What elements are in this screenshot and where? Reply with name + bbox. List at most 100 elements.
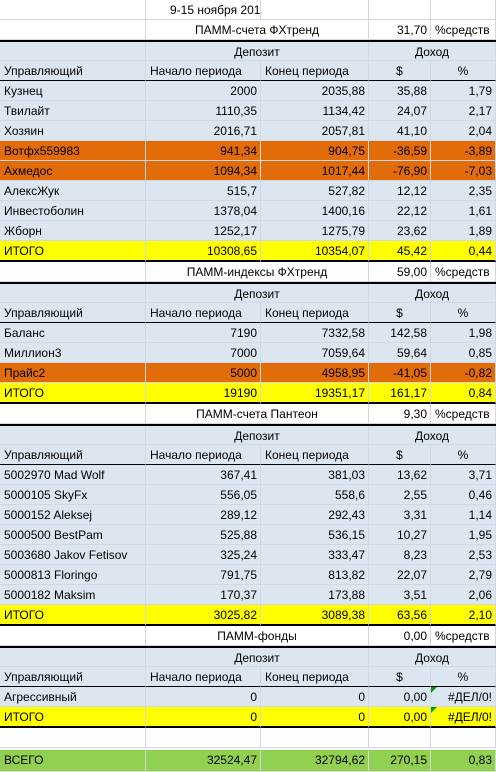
- total-label[interactable]: ИТОГО: [0, 707, 146, 728]
- manager-name[interactable]: 5000500 BestPam: [0, 525, 146, 545]
- start-value[interactable]: 170,37: [146, 585, 261, 605]
- start-value[interactable]: 5000: [146, 363, 261, 383]
- deposit-header[interactable]: Депозит: [146, 284, 369, 303]
- end-value[interactable]: 558,6: [261, 485, 369, 505]
- start-value[interactable]: 7190: [146, 323, 261, 343]
- percent-value[interactable]: 2,17: [431, 101, 496, 121]
- usd-column-header[interactable]: $: [369, 667, 431, 687]
- start-value[interactable]: 941,34: [146, 141, 261, 161]
- manager-name[interactable]: 5000105 SkyFx: [0, 485, 146, 505]
- income-header[interactable]: Доход: [369, 42, 496, 61]
- usd-value[interactable]: 23,62: [369, 221, 431, 241]
- manager-name[interactable]: 5003680 Jakov Fetisov: [0, 545, 146, 565]
- start-value[interactable]: 2000: [146, 81, 261, 101]
- start-value[interactable]: 325,24: [146, 545, 261, 565]
- total-percent-value[interactable]: 0,44: [431, 241, 496, 262]
- end-column-header[interactable]: Конец периода: [261, 303, 369, 323]
- manager-column-header[interactable]: Управляющий: [0, 667, 146, 687]
- percent-value[interactable]: 3,71: [431, 465, 496, 485]
- percent-value[interactable]: 2,35: [431, 181, 496, 201]
- end-value[interactable]: 1400,16: [261, 201, 369, 221]
- percent-value[interactable]: 2,79: [431, 565, 496, 585]
- usd-value[interactable]: 0,00: [369, 687, 431, 707]
- section-share-label[interactable]: %средств: [431, 626, 496, 646]
- total-usd-value[interactable]: 0,00: [369, 707, 431, 728]
- percent-value[interactable]: 0,46: [431, 485, 496, 505]
- usd-value[interactable]: 12,12: [369, 181, 431, 201]
- usd-value[interactable]: 3,31: [369, 505, 431, 525]
- end-value[interactable]: 527,82: [261, 181, 369, 201]
- manager-name[interactable]: Жборн: [0, 221, 146, 241]
- start-value[interactable]: 1094,34: [146, 161, 261, 181]
- manager-name[interactable]: Миллион3: [0, 343, 146, 363]
- start-value[interactable]: 515,7: [146, 181, 261, 201]
- usd-value[interactable]: -36,59: [369, 141, 431, 161]
- percent-column-header[interactable]: %: [431, 445, 496, 465]
- usd-value[interactable]: 41,10: [369, 121, 431, 141]
- end-value[interactable]: 173,88: [261, 585, 369, 605]
- income-header[interactable]: Доход: [369, 284, 496, 303]
- manager-name[interactable]: 5000152 Aleksej: [0, 505, 146, 525]
- usd-value[interactable]: 35,88: [369, 81, 431, 101]
- percent-value[interactable]: #ДЕЛ/0!: [431, 687, 496, 707]
- section-share-value[interactable]: 9,30: [369, 404, 431, 424]
- percent-value[interactable]: 1,98: [431, 323, 496, 343]
- end-value[interactable]: 904,75: [261, 141, 369, 161]
- usd-value[interactable]: 3,51: [369, 585, 431, 605]
- manager-name[interactable]: Агрессивный: [0, 687, 146, 707]
- deposit-header[interactable]: Депозит: [146, 42, 369, 61]
- start-value[interactable]: 791,75: [146, 565, 261, 585]
- percent-value[interactable]: 2,04: [431, 121, 496, 141]
- grand-total-start-value[interactable]: 32524,47: [146, 750, 261, 772]
- start-value[interactable]: 556,05: [146, 485, 261, 505]
- end-value[interactable]: 813,82: [261, 565, 369, 585]
- manager-name[interactable]: Хозяин: [0, 121, 146, 141]
- manager-name[interactable]: 5000813 Floringo: [0, 565, 146, 585]
- manager-name[interactable]: Прайс2: [0, 363, 146, 383]
- total-end-value[interactable]: 3089,38: [261, 605, 369, 626]
- section-title[interactable]: ПАММ-индексы ФХтренд: [146, 262, 369, 282]
- end-value[interactable]: 381,03: [261, 465, 369, 485]
- manager-name[interactable]: Вотфх559983: [0, 141, 146, 161]
- total-label[interactable]: ИТОГО: [0, 383, 146, 404]
- manager-name[interactable]: Твилайт: [0, 101, 146, 121]
- grand-total-label[interactable]: ВСЕГО: [0, 750, 146, 772]
- section-share-label[interactable]: %средств: [431, 404, 496, 424]
- total-start-value[interactable]: 3025,82: [146, 605, 261, 626]
- total-usd-value[interactable]: 161,17: [369, 383, 431, 404]
- total-start-value[interactable]: 10308,65: [146, 241, 261, 262]
- percent-value[interactable]: 0,85: [431, 343, 496, 363]
- manager-name[interactable]: Инвестоболин: [0, 201, 146, 221]
- percent-value[interactable]: 1,89: [431, 221, 496, 241]
- start-value[interactable]: 1378,04: [146, 201, 261, 221]
- section-share-value[interactable]: 0,00: [369, 626, 431, 646]
- percent-value[interactable]: 2,06: [431, 585, 496, 605]
- start-column-header[interactable]: Начало периода: [146, 667, 261, 687]
- total-usd-value[interactable]: 63,56: [369, 605, 431, 626]
- grand-total-percent-value[interactable]: 0,83: [431, 750, 496, 772]
- start-value[interactable]: 367,41: [146, 465, 261, 485]
- start-value[interactable]: 1110,35: [146, 101, 261, 121]
- income-header[interactable]: Доход: [369, 648, 496, 667]
- end-value[interactable]: 292,43: [261, 505, 369, 525]
- percent-column-header[interactable]: %: [431, 303, 496, 323]
- income-header[interactable]: Доход: [369, 426, 496, 445]
- percent-value[interactable]: -7,03: [431, 161, 496, 181]
- total-end-value[interactable]: 10354,07: [261, 241, 369, 262]
- start-column-header[interactable]: Начало периода: [146, 61, 261, 81]
- total-end-value[interactable]: 0: [261, 707, 369, 728]
- total-percent-value[interactable]: #ДЕЛ/0!: [431, 707, 496, 728]
- usd-column-header[interactable]: $: [369, 303, 431, 323]
- section-share-label[interactable]: %средств: [431, 20, 496, 40]
- section-share-label[interactable]: %средств: [431, 262, 496, 282]
- section-title[interactable]: ПАММ-счета ФХтренд: [146, 20, 369, 40]
- manager-column-header[interactable]: Управляющий: [0, 445, 146, 465]
- end-column-header[interactable]: Конец периода: [261, 667, 369, 687]
- end-value[interactable]: 2057,81: [261, 121, 369, 141]
- grand-total-usd-value[interactable]: 270,15: [369, 750, 431, 772]
- manager-column-header[interactable]: Управляющий: [0, 61, 146, 81]
- total-percent-value[interactable]: 2,10: [431, 605, 496, 626]
- total-start-value[interactable]: 19190: [146, 383, 261, 404]
- end-value[interactable]: 1275,79: [261, 221, 369, 241]
- grand-total-end-value[interactable]: 32794,62: [261, 750, 369, 772]
